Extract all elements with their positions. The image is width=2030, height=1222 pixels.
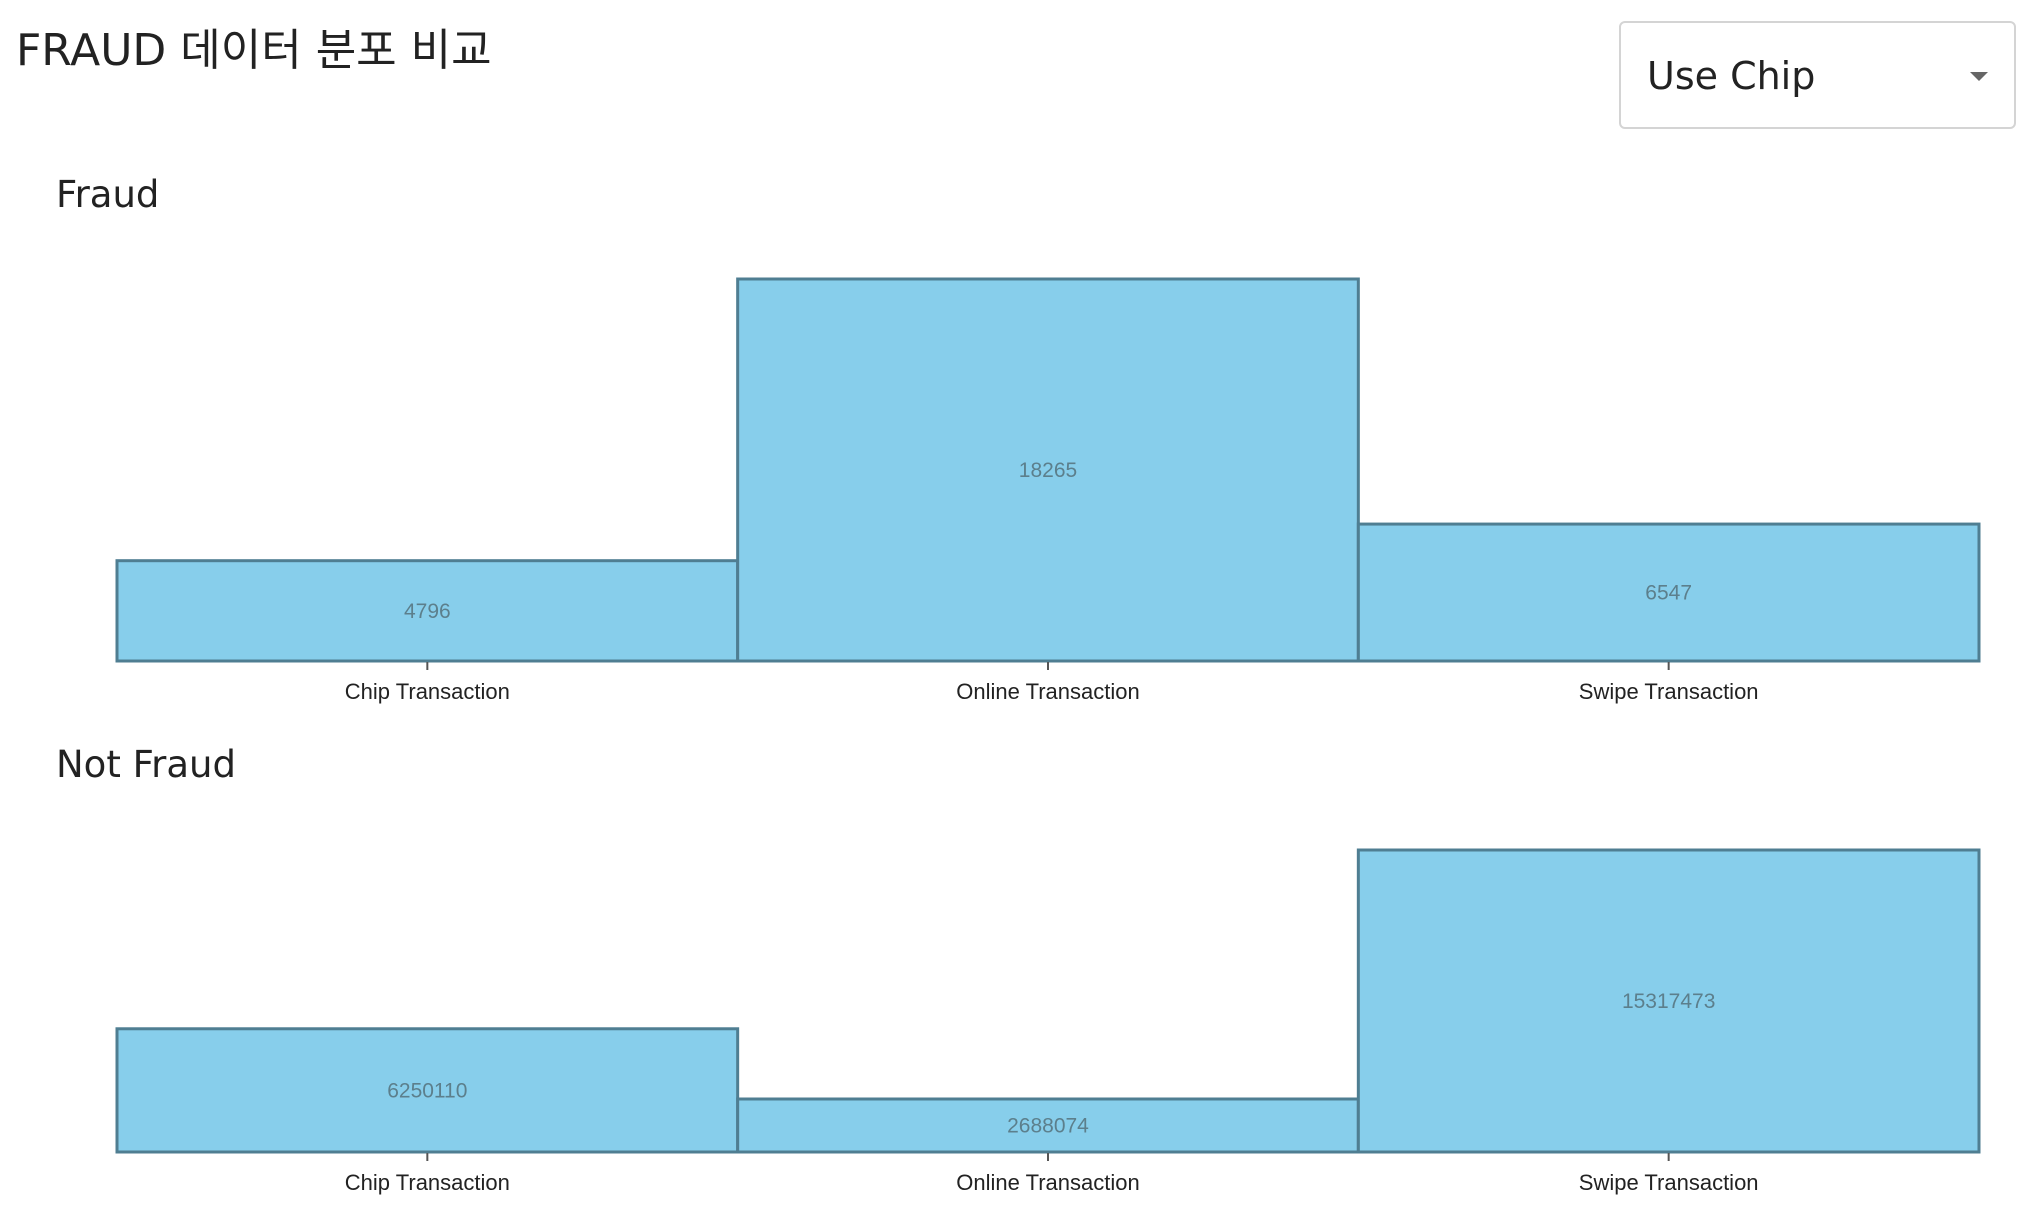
fraud-x-tick-label: Chip Transaction	[345, 679, 510, 704]
fraud-x-tick-label: Swipe Transaction	[1579, 679, 1759, 704]
not-fraud-x-tick-label: Chip Transaction	[345, 1170, 510, 1195]
fraud-bar-value-label: 6547	[1645, 582, 1692, 605]
fraud-bar	[115, 559, 740, 663]
not-fraud-bar-chart: 6250110 Chip Transaction 2688074 Online Tra…	[115, 848, 1981, 1195]
fraud-x-tick-label: Online Transaction	[956, 679, 1139, 704]
fraud-bar-value-label: 18265	[1019, 459, 1077, 482]
chevron-down-icon[interactable]	[1970, 72, 1988, 81]
fraud-bar	[736, 277, 1360, 663]
not-fraud-bar-value-label: 15317473	[1622, 990, 1715, 1013]
not-fraud-chart-title: Not Fraud	[56, 743, 236, 786]
not-fraud-x-tick-label: Online Transaction	[956, 1170, 1139, 1195]
not-fraud-x-tick-label: Swipe Transaction	[1579, 1170, 1759, 1195]
fraud-bar-chart: 4796 Chip Transaction 18265 Online Transact…	[115, 277, 1981, 704]
fraud-chart-title: Fraud	[56, 173, 160, 216]
not-fraud-bar	[1356, 848, 1981, 1154]
transaction-type-select[interactable]: Use Chip	[1619, 21, 2016, 129]
not-fraud-bar-value-label: 6250110	[387, 1079, 467, 1102]
not-fraud-bar	[115, 1027, 740, 1154]
not-fraud-bar-value-label: 2688074	[1007, 1115, 1089, 1138]
fraud-bar	[1356, 522, 1981, 663]
page-title: FRAUD 데이터 분포 비교	[16, 25, 492, 76]
select-value: Use Chip	[1647, 54, 1816, 98]
fraud-bar-value-label: 4796	[404, 600, 451, 623]
